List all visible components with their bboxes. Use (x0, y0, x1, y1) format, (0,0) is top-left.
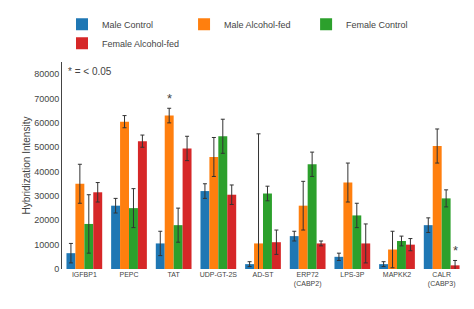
svg-text:Male Control: Male Control (102, 20, 153, 30)
svg-text:0: 0 (54, 264, 59, 274)
svg-text:TAT: TAT (168, 271, 181, 278)
svg-text:Female Control: Female Control (346, 20, 408, 30)
svg-text:Male Alcohol-fed: Male Alcohol-fed (224, 20, 291, 30)
svg-text:UDP-GT-2S: UDP-GT-2S (200, 271, 238, 278)
svg-text:ERP72(CABP2): ERP72(CABP2) (294, 271, 322, 288)
svg-text:*: * (167, 91, 172, 106)
svg-text:* = < 0.05: * = < 0.05 (68, 66, 112, 77)
svg-text:CALR(CABP3): CALR(CABP3) (428, 271, 456, 288)
svg-text:IGFBP1: IGFBP1 (72, 271, 97, 278)
svg-text:Hybridization Intensity: Hybridization Intensity (21, 117, 32, 215)
svg-text:PEPC: PEPC (119, 271, 138, 278)
svg-text:AD-ST: AD-ST (253, 271, 275, 278)
svg-text:Female Alcohol-fed: Female Alcohol-fed (102, 39, 179, 49)
svg-text:70000: 70000 (34, 94, 59, 104)
svg-text:*: * (453, 243, 458, 258)
svg-text:40000: 40000 (34, 167, 59, 177)
svg-text:50000: 50000 (34, 142, 59, 152)
svg-text:20000: 20000 (34, 215, 59, 225)
svg-text:30000: 30000 (34, 191, 59, 201)
svg-text:MAPKK2: MAPKK2 (383, 271, 412, 278)
svg-text:60000: 60000 (34, 118, 59, 128)
svg-text:LPS-3P: LPS-3P (340, 271, 364, 278)
svg-text:80000: 80000 (34, 69, 59, 79)
svg-text:10000: 10000 (34, 240, 59, 250)
